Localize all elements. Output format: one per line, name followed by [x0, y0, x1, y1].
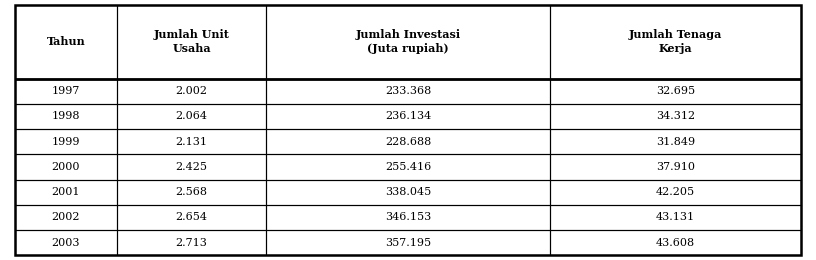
Bar — [550, 230, 801, 255]
Bar — [550, 129, 801, 154]
Bar — [15, 180, 117, 205]
Text: 2.568: 2.568 — [175, 187, 208, 197]
Bar — [15, 205, 117, 230]
Text: Jumlah Tenaga
Kerja: Jumlah Tenaga Kerja — [629, 29, 722, 54]
Bar — [15, 79, 117, 104]
Bar — [550, 79, 801, 104]
Text: 1998: 1998 — [51, 112, 80, 121]
Text: 2002: 2002 — [51, 212, 80, 223]
Text: 233.368: 233.368 — [385, 86, 431, 96]
Bar — [15, 104, 117, 129]
Text: 338.045: 338.045 — [385, 187, 431, 197]
Bar — [117, 230, 266, 255]
Bar — [550, 154, 801, 180]
Bar — [117, 154, 266, 180]
Bar — [117, 104, 266, 129]
Text: 32.695: 32.695 — [656, 86, 695, 96]
Text: 43.131: 43.131 — [656, 212, 695, 223]
Bar — [550, 205, 801, 230]
Text: 1999: 1999 — [51, 137, 80, 147]
Text: 2.131: 2.131 — [175, 137, 208, 147]
Text: 37.910: 37.910 — [656, 162, 695, 172]
Bar — [117, 5, 266, 79]
Text: 2001: 2001 — [51, 187, 80, 197]
Text: 42.205: 42.205 — [656, 187, 695, 197]
Text: 2.064: 2.064 — [175, 112, 208, 121]
Text: 34.312: 34.312 — [656, 112, 695, 121]
Text: Tahun: Tahun — [47, 36, 85, 47]
Text: 357.195: 357.195 — [385, 238, 431, 248]
Bar — [15, 129, 117, 154]
Text: 228.688: 228.688 — [385, 137, 431, 147]
Bar — [266, 129, 550, 154]
Bar — [266, 154, 550, 180]
Text: 31.849: 31.849 — [656, 137, 695, 147]
Bar — [266, 205, 550, 230]
Bar — [15, 154, 117, 180]
Text: 2.425: 2.425 — [175, 162, 208, 172]
Text: 2003: 2003 — [51, 238, 80, 248]
Bar — [550, 180, 801, 205]
Text: 346.153: 346.153 — [385, 212, 431, 223]
Bar — [266, 180, 550, 205]
Text: 255.416: 255.416 — [385, 162, 431, 172]
Bar — [550, 104, 801, 129]
Bar — [117, 129, 266, 154]
Bar — [266, 104, 550, 129]
Text: 1997: 1997 — [51, 86, 80, 96]
Bar — [550, 5, 801, 79]
Bar — [266, 230, 550, 255]
Text: 2000: 2000 — [51, 162, 80, 172]
Text: 236.134: 236.134 — [385, 112, 431, 121]
Text: 2.713: 2.713 — [175, 238, 207, 248]
Text: Jumlah Unit
Usaha: Jumlah Unit Usaha — [153, 29, 229, 54]
Bar — [266, 79, 550, 104]
Bar — [15, 230, 117, 255]
Text: 2.002: 2.002 — [175, 86, 208, 96]
Bar — [117, 205, 266, 230]
Text: Jumlah Investasi
(Juta rupiah): Jumlah Investasi (Juta rupiah) — [356, 29, 460, 54]
Text: 43.608: 43.608 — [656, 238, 695, 248]
Bar — [266, 5, 550, 79]
Bar — [117, 180, 266, 205]
Bar — [15, 5, 117, 79]
Text: 2.654: 2.654 — [175, 212, 208, 223]
Bar — [117, 79, 266, 104]
